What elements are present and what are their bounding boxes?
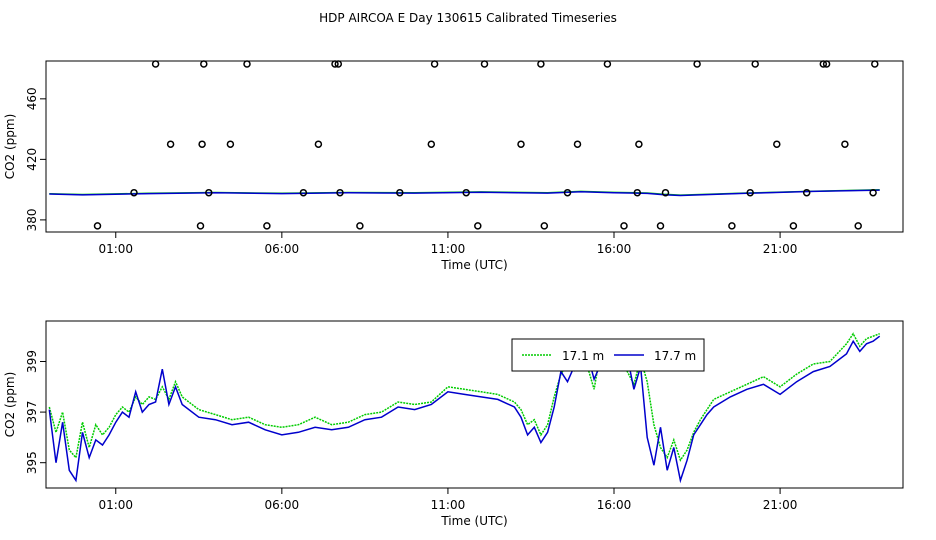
bottom-y-axis: 395 397 399: [25, 350, 46, 474]
legend: 17.1 m 17.7 m: [511, 338, 705, 372]
scatter-point: [480, 60, 489, 68]
scatter-point: [166, 140, 175, 148]
top-scatter-points: [93, 60, 879, 230]
scatter-point: [314, 140, 323, 148]
scatter-point: [633, 188, 642, 197]
legend-label-17-1m: 17.1 m: [562, 349, 604, 363]
scatter-point: [334, 60, 343, 68]
bottom-panel-frame: [45, 320, 904, 489]
scatter-point: [336, 188, 344, 197]
top-panel-frame: [45, 60, 904, 233]
legend-label-17-7m: 17.7 m: [654, 349, 696, 363]
scatter-point: [196, 222, 205, 230]
scatter-point: [537, 60, 545, 68]
y-tick-label: 460: [25, 87, 39, 110]
scatter-point: [462, 188, 470, 197]
scatter-point: [661, 188, 670, 197]
x-tick-label: 16:00: [597, 498, 632, 512]
series-line-17-1m: [48, 332, 880, 462]
scatter-point: [746, 188, 754, 197]
scatter-point: [822, 60, 831, 68]
scatter-point: [331, 60, 339, 68]
bottom-x-axis-label: Time (UTC): [440, 514, 507, 528]
scatter-point: [430, 60, 439, 68]
top-y-axis-label: CO2 (ppm): [3, 114, 17, 180]
scatter-point: [205, 188, 213, 197]
x-tick-label: 01:00: [98, 242, 133, 256]
scatter-point: [789, 222, 798, 230]
scatter-point: [563, 188, 572, 197]
x-tick-label: 21:00: [763, 242, 798, 256]
top-x-axis: 01:00 06:00 11:00 16:00 21:00: [98, 232, 797, 256]
scatter-point: [603, 60, 612, 68]
scatter-point: [841, 140, 849, 148]
scatter-point: [243, 60, 251, 68]
y-tick-label: 397: [25, 401, 39, 424]
bottom-panel: 01:00 06:00 11:00 16:00 21:00 395 397 399 Time…: [3, 320, 904, 528]
scatter-point: [819, 60, 828, 68]
scatter-point: [299, 188, 308, 197]
bottom-x-axis: 01:00 06:00 11:00 16:00 21:00: [98, 488, 797, 512]
scatter-point: [656, 222, 665, 230]
scatter-point: [871, 60, 879, 68]
scatter-point: [93, 222, 102, 230]
scatter-point: [773, 140, 781, 148]
top-y-axis: 380 420 460: [25, 87, 46, 231]
scatter-point: [474, 222, 482, 230]
x-tick-label: 21:00: [763, 498, 798, 512]
x-tick-label: 06:00: [265, 242, 300, 256]
scatter-point: [802, 188, 811, 197]
y-tick-label: 420: [25, 148, 39, 171]
scatter-point: [151, 60, 160, 68]
x-tick-label: 11:00: [431, 498, 466, 512]
scatter-point: [517, 140, 525, 148]
x-tick-label: 16:00: [597, 242, 632, 256]
x-tick-label: 11:00: [431, 242, 466, 256]
scatter-point: [226, 140, 235, 148]
bottom-y-axis-label: CO2 (ppm): [3, 372, 17, 438]
bottom-series-lines: [48, 332, 881, 484]
scatter-point: [198, 140, 206, 148]
chart-title: HDP AIRCOA E Day 130615 Calibrated Times…: [319, 11, 617, 25]
scatter-point: [540, 222, 549, 230]
top-panel: 01:00 06:00 11:00 16:00 21:00 380 420 460 Time…: [3, 60, 904, 272]
scatter-point: [635, 140, 643, 148]
scatter-point: [130, 188, 138, 197]
y-tick-label: 399: [25, 350, 39, 373]
scatter-point: [396, 188, 404, 197]
scatter-point: [200, 60, 208, 68]
scatter-point: [854, 222, 862, 230]
scatter-point: [263, 222, 271, 230]
scatter-point: [869, 188, 877, 197]
scatter-point: [427, 140, 436, 148]
scatter-point: [573, 140, 582, 148]
scatter-point: [693, 60, 701, 68]
x-tick-label: 06:00: [265, 498, 300, 512]
top-series-line-blue: [49, 189, 880, 197]
y-tick-label: 380: [25, 208, 39, 231]
scatter-point: [620, 222, 628, 230]
series-line-17-7m: [48, 335, 881, 484]
scatter-point: [356, 222, 364, 230]
y-tick-label: 395: [25, 451, 39, 474]
x-tick-label: 01:00: [98, 498, 133, 512]
top-x-axis-label: Time (UTC): [440, 258, 507, 272]
scatter-point: [728, 222, 736, 230]
scatter-point: [751, 60, 759, 68]
top-series-lines: [49, 189, 880, 197]
